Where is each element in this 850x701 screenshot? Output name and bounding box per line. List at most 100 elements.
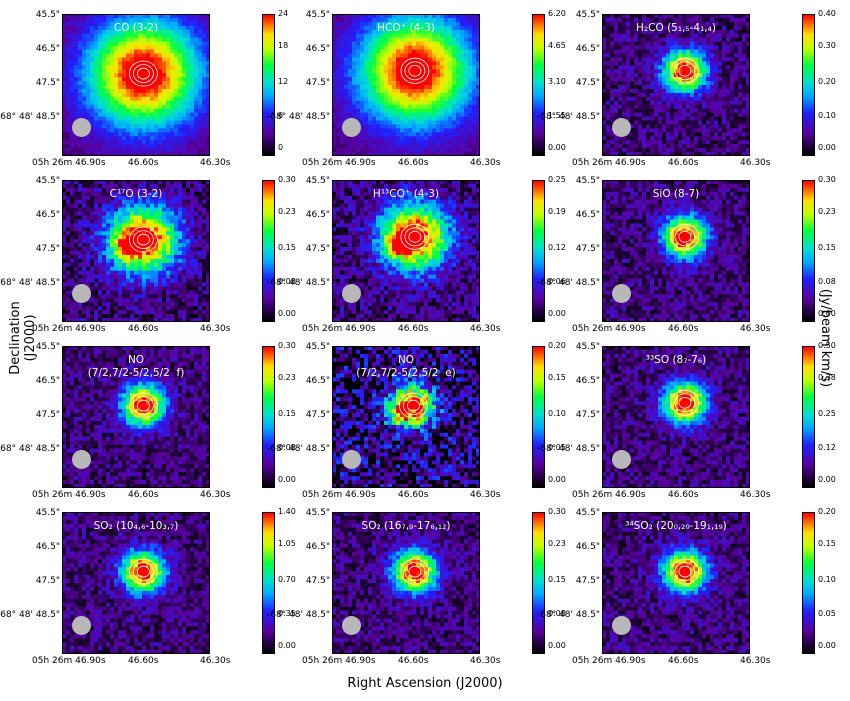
map-pixel bbox=[432, 100, 437, 106]
map-pixel bbox=[698, 152, 703, 156]
map-pixel bbox=[178, 191, 183, 197]
map-pixel bbox=[90, 132, 95, 137]
map-pixel bbox=[654, 61, 659, 66]
map-pixel bbox=[134, 45, 139, 50]
map-pixel bbox=[726, 14, 731, 19]
map-pixel bbox=[110, 207, 115, 212]
map-pixel bbox=[78, 69, 83, 74]
map-pixel bbox=[142, 116, 147, 121]
map-pixel bbox=[464, 25, 469, 31]
map-pixel bbox=[670, 37, 675, 42]
map-pixel bbox=[98, 112, 103, 117]
map-pixel bbox=[380, 140, 385, 145]
map-pixel bbox=[440, 104, 445, 109]
map-pixel bbox=[468, 88, 473, 94]
map-pixel bbox=[110, 33, 115, 38]
map-pixel bbox=[734, 128, 739, 133]
map-pixel bbox=[734, 124, 739, 129]
map-pixel bbox=[452, 41, 457, 46]
map-pixel bbox=[158, 187, 163, 193]
map-pixel bbox=[130, 148, 135, 153]
map-pixel bbox=[134, 61, 139, 66]
map-pixel bbox=[106, 231, 111, 236]
map-pixel bbox=[82, 144, 87, 149]
map-pixel bbox=[146, 17, 151, 23]
map-pixel bbox=[654, 37, 659, 42]
map-pixel bbox=[118, 180, 123, 185]
map-pixel bbox=[714, 21, 719, 27]
map-pixel bbox=[206, 187, 210, 193]
map-pixel bbox=[178, 180, 183, 185]
map-pixel bbox=[614, 73, 619, 78]
map-pixel bbox=[452, 49, 457, 54]
map-pixel bbox=[730, 116, 735, 121]
map-pixel bbox=[670, 96, 675, 102]
map-pixel bbox=[742, 61, 747, 66]
map-pixel bbox=[714, 29, 719, 35]
map-pixel bbox=[202, 29, 207, 35]
map-pixel bbox=[396, 152, 401, 156]
map-pixel bbox=[70, 215, 75, 220]
map-pixel bbox=[388, 112, 393, 117]
map-pixel bbox=[154, 96, 159, 102]
map-pixel bbox=[734, 100, 739, 106]
map-pixel bbox=[452, 144, 457, 149]
map-pixel bbox=[170, 124, 175, 129]
map-pixel bbox=[460, 69, 465, 74]
map-pixel bbox=[602, 25, 607, 31]
map-pixel bbox=[352, 45, 357, 50]
map-pixel bbox=[182, 61, 187, 66]
map-pixel bbox=[102, 25, 107, 31]
map-pixel bbox=[642, 81, 647, 86]
map-pixel bbox=[82, 108, 87, 113]
map-pixel bbox=[444, 29, 449, 35]
map-pixel bbox=[622, 148, 627, 153]
map-pixel bbox=[464, 120, 469, 125]
map-pixel bbox=[606, 88, 611, 94]
x-tick-label: 46.30s bbox=[740, 158, 771, 168]
map-pixel bbox=[158, 227, 163, 232]
map-pixel bbox=[456, 65, 461, 70]
map-pixel bbox=[126, 191, 131, 197]
map-pixel bbox=[74, 61, 79, 66]
map-pixel bbox=[618, 17, 623, 23]
map-pixel bbox=[138, 96, 143, 102]
map-pixel bbox=[182, 120, 187, 125]
map-pixel bbox=[174, 152, 179, 156]
map-pixel bbox=[734, 57, 739, 62]
map-pixel bbox=[618, 100, 623, 106]
map-pixel bbox=[102, 112, 107, 117]
map-pixel bbox=[670, 104, 675, 109]
map-pixel bbox=[738, 132, 743, 137]
map-pixel bbox=[472, 77, 477, 82]
map-pixel bbox=[344, 41, 349, 46]
map-pixel bbox=[110, 57, 115, 62]
map-pixel bbox=[670, 41, 675, 46]
map-pixel bbox=[452, 33, 457, 38]
map-pixel bbox=[352, 29, 357, 35]
map-pixel bbox=[436, 108, 441, 113]
map-pixel bbox=[146, 53, 151, 58]
map-pixel bbox=[146, 270, 151, 275]
map-pixel bbox=[332, 92, 337, 98]
map-pixel bbox=[702, 88, 707, 94]
map-pixel bbox=[468, 73, 473, 78]
map-pixel bbox=[730, 14, 735, 19]
map-pixel bbox=[62, 85, 67, 90]
map-pixel bbox=[198, 45, 203, 50]
map-pixel bbox=[368, 152, 373, 156]
map-pixel bbox=[202, 120, 207, 125]
map-pixel bbox=[344, 96, 349, 102]
map-pixel bbox=[650, 29, 655, 35]
map-pixel bbox=[114, 227, 119, 232]
map-pixel bbox=[118, 128, 123, 133]
map-pixel bbox=[198, 274, 203, 279]
map-pixel bbox=[122, 191, 127, 197]
map-pixel bbox=[436, 104, 441, 109]
map-pixel bbox=[650, 21, 655, 27]
map-pixel bbox=[666, 100, 671, 106]
map-pixel bbox=[150, 128, 155, 133]
map-pixel bbox=[138, 112, 143, 117]
map-pixel bbox=[178, 195, 183, 201]
map-pixel bbox=[424, 49, 429, 54]
